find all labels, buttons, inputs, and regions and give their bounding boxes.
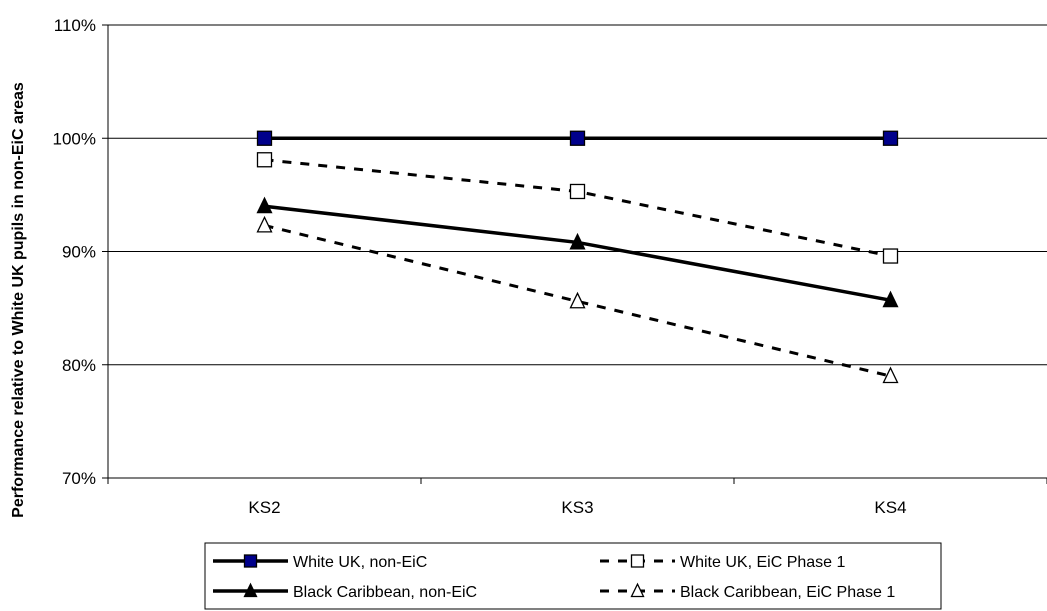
x-tick-label: KS2 xyxy=(248,498,280,517)
y-tick-label: 70% xyxy=(62,469,96,488)
data-point-marker xyxy=(630,582,645,598)
y-tick-label: 90% xyxy=(62,243,96,262)
x-tick-label: KS4 xyxy=(874,498,906,517)
data-point-marker xyxy=(569,232,586,250)
data-point-marker xyxy=(569,183,586,200)
data-point-marker xyxy=(882,366,899,384)
data-point-marker xyxy=(256,196,273,214)
axes xyxy=(102,24,1047,484)
legend-item: Black Caribbean, EiC Phase 1 xyxy=(600,582,895,601)
data-point-marker xyxy=(256,215,273,233)
gridlines xyxy=(108,24,1047,479)
x-tick-labels: KS2 KS3 KS4 xyxy=(248,498,906,517)
series-2 xyxy=(256,152,899,264)
legend-box xyxy=(204,542,942,610)
legend-label: Black Caribbean, EiC Phase 1 xyxy=(680,584,895,601)
y-axis-label: Performance relative to White UK pupils … xyxy=(10,82,27,518)
data-point-marker xyxy=(243,582,258,598)
data-point-marker xyxy=(882,248,899,264)
data-point-marker xyxy=(256,152,273,168)
y-tick-labels: 70% 80% 90% 100% 110% xyxy=(53,16,96,488)
data-point-marker xyxy=(882,130,899,146)
x-tick-label: KS3 xyxy=(561,498,593,517)
y-tick-label: 110% xyxy=(54,16,96,35)
series-4 xyxy=(256,215,899,384)
legend-label: White UK, EiC Phase 1 xyxy=(680,554,846,571)
series-3 xyxy=(256,196,899,308)
series-group xyxy=(256,130,899,384)
data-point-marker xyxy=(882,290,899,308)
y-tick-label: 100% xyxy=(53,129,96,148)
data-point-marker xyxy=(256,130,273,146)
data-point-marker xyxy=(569,291,586,309)
y-tick-label: 80% xyxy=(62,356,96,375)
legend-label: Black Caribbean, non-EiC xyxy=(293,584,477,601)
data-point-marker xyxy=(630,554,645,568)
legend: White UK, non-EiC White UK, EiC Phase 1 Bl… xyxy=(204,542,942,610)
legend-label: White UK, non-EiC xyxy=(293,554,427,571)
legend-item: White UK, EiC Phase 1 xyxy=(600,554,846,571)
data-point-marker xyxy=(243,554,258,568)
legend-item: White UK, non-EiC xyxy=(213,554,427,571)
series-1 xyxy=(256,130,899,146)
series-line xyxy=(264,204,891,302)
legend-item: Black Caribbean, non-EiC xyxy=(213,582,477,601)
data-point-marker xyxy=(569,130,586,146)
